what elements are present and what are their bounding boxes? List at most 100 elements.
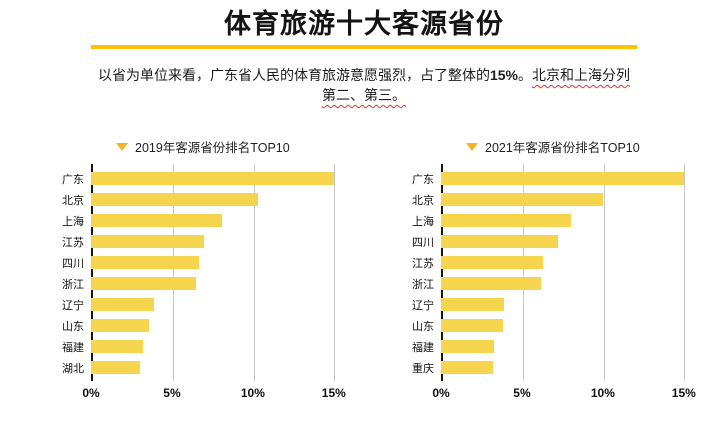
bar-track: [441, 256, 700, 269]
bar-track: [441, 277, 700, 290]
chart-2019: 2019年客源省份排名TOP10 广东北京上海江苏四川浙江辽宁山东福建湖北 0% 5…: [50, 139, 350, 401]
category-label: 福建: [62, 341, 84, 354]
bar: [441, 340, 495, 353]
bar-track: [441, 214, 700, 227]
bar: [441, 172, 684, 185]
subtitle-bold-percent: 15%: [489, 67, 519, 83]
bar-row: 广东: [400, 168, 700, 189]
bar-row: 江苏: [50, 231, 350, 252]
bar-track: [91, 193, 350, 206]
bar-track: [91, 319, 350, 332]
bar-track: [441, 340, 700, 353]
bar-track: [91, 277, 350, 290]
x-tick-label: 0%: [432, 386, 450, 400]
x-tick-label: 15%: [671, 386, 696, 400]
bar: [441, 277, 542, 290]
bar-row: 湖北: [50, 357, 350, 378]
subtitle-underlined-part2: 第二、第三。: [322, 87, 406, 103]
category-label: 福建: [412, 341, 434, 354]
subtitle-text: 以省为单位来看，广东省人民的体育旅游意愿强烈，占了整体的: [97, 67, 490, 83]
bar-row: 广东: [50, 168, 350, 189]
bar-track: [441, 193, 700, 206]
bar-row: 四川: [400, 231, 700, 252]
gridline: [333, 164, 335, 381]
x-tick-label: 15%: [321, 386, 346, 400]
infographic-page: 体育旅游十大客源省份 以省为单位来看，广东省人民的体育旅游意愿强烈，占了整体的1…: [0, 8, 728, 401]
bar-row: 上海: [50, 210, 350, 231]
bar-track: [91, 298, 350, 311]
bar-rows: 广东北京上海四川江苏浙江辽宁山东福建重庆: [400, 164, 700, 381]
x-tick-label: 10%: [590, 386, 615, 400]
bar-row: 山东: [400, 315, 700, 336]
bar-rows: 广东北京上海江苏四川浙江辽宁山东福建湖北: [50, 164, 350, 381]
triangle-down-icon: [116, 142, 128, 151]
gridline: [173, 164, 175, 381]
bar: [441, 361, 493, 374]
bar: [91, 298, 155, 311]
bar: [91, 319, 150, 332]
bar-row: 福建: [50, 336, 350, 357]
bar-row: 江苏: [400, 252, 700, 273]
x-axis: 0% 5% 10% 15%: [432, 381, 700, 401]
category-label: 上海: [62, 215, 84, 228]
page-title: 体育旅游十大客源省份: [224, 9, 504, 39]
bar: [91, 340, 143, 353]
bar-track: [441, 298, 700, 311]
bar-row: 上海: [400, 210, 700, 231]
bar: [91, 193, 258, 206]
category-label: 重庆: [412, 362, 434, 375]
bar-track: [91, 361, 350, 374]
category-label: 四川: [412, 236, 434, 249]
chart-2019-header: 2019年客源省份排名TOP10: [50, 139, 350, 155]
bar-track: [91, 214, 350, 227]
bar-plot-2021: 广东 北京 上海 四川 江苏 浙江 辽宁 山东 福建 重庆 0% 5% 10% 15%: [400, 164, 700, 401]
axis-and-gridlines: [91, 164, 350, 381]
category-label: 辽宁: [412, 299, 434, 312]
bar: [91, 277, 197, 290]
bar-row: 北京: [400, 189, 700, 210]
subtitle-underlined-part1: 北京和上海分列: [532, 67, 631, 83]
gridline: [253, 164, 255, 381]
category-label: 浙江: [412, 278, 434, 291]
category-label: 浙江: [62, 278, 84, 291]
x-tick-label: 5%: [163, 386, 181, 400]
chart-2021: 2021年客源省份排名TOP10 广东 北京 上海 四川 江苏 浙江 辽宁 山东 福建 重庆 0% 5…: [400, 139, 700, 401]
category-label: 山东: [412, 320, 434, 333]
bar-row: 山东: [50, 315, 350, 336]
gridline: [523, 164, 525, 381]
bar: [441, 235, 558, 248]
chart-2019-title: 2019年客源省份排名TOP10: [135, 141, 290, 155]
subtitle-period: 。: [518, 67, 533, 83]
category-label: 四川: [62, 257, 84, 270]
category-label: 广东: [62, 173, 84, 186]
category-label: 辽宁: [62, 299, 84, 312]
bar-row: 福建: [400, 336, 700, 357]
bar-track: [91, 235, 350, 248]
category-label: 上海: [412, 215, 434, 228]
bar-row: 浙江: [50, 273, 350, 294]
bar-plot-2019: 广东 北京 上海 江苏 四川 浙江 辽宁 山东 福建 湖北 0% 5% 10% 15%: [50, 164, 350, 401]
bar-row: 辽宁: [400, 294, 700, 315]
bar: [91, 214, 223, 227]
bar-row: 四川: [50, 252, 350, 273]
gridline: [603, 164, 605, 381]
bar-track: [91, 340, 350, 353]
bar-track: [441, 361, 700, 374]
bar-track: [91, 172, 350, 185]
category-label: 湖北: [62, 362, 84, 375]
bar: [91, 361, 140, 374]
bar-row: 辽宁: [50, 294, 350, 315]
category-label: 江苏: [412, 257, 434, 270]
bar-row: 重庆: [400, 357, 700, 378]
category-label: 广东: [412, 173, 434, 186]
x-tick-label: 0%: [82, 386, 100, 400]
category-label: 山东: [62, 320, 84, 333]
chart-2021-header: 2021年客源省份排名TOP10: [400, 139, 700, 155]
bar: [441, 193, 603, 206]
gridline: [683, 164, 685, 381]
bar: [441, 214, 571, 227]
category-label: 北京: [62, 194, 84, 207]
subtitle: 以省为单位来看，广东省人民的体育旅游意愿强烈，占了整体的15%。北京和上海分列第…: [54, 65, 674, 105]
chart-2021-title: 2021年客源省份排名TOP10: [485, 141, 640, 155]
bar-track: [441, 235, 700, 248]
